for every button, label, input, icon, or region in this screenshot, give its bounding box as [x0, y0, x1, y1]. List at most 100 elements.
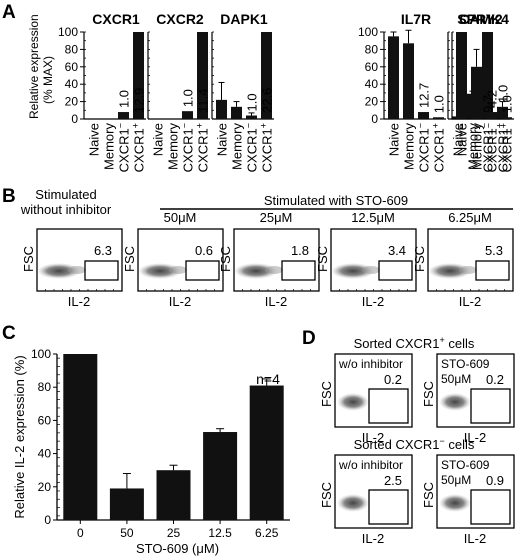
plot-frame: [427, 228, 514, 292]
y-axis-label: FSC: [421, 381, 436, 407]
plot-frame: [36, 228, 123, 292]
x-tick-label: 50: [120, 526, 134, 540]
flow-plot-4: 12.5μM 3.4 FSC IL-2: [315, 210, 417, 309]
category-sup: +: [195, 123, 205, 128]
y-axis-label: FSC: [218, 246, 233, 272]
bar: [182, 111, 193, 119]
condition-sub: 50μM: [441, 372, 471, 386]
bar: [203, 432, 238, 520]
category-label: CXCR1+: [195, 123, 211, 172]
category-label: CXCR1−: [480, 123, 496, 172]
chart-cxcr2: CXCR2 Naive Memory 1.0 CXCR1−11.4 CXCR1+: [147, 11, 211, 172]
bar: [403, 43, 414, 120]
bar: [501, 117, 512, 119]
y-tick-label: 40: [38, 447, 52, 461]
category-label: CXCR1−: [244, 123, 260, 172]
category-label: CXCR1−: [180, 123, 196, 172]
chart-title: DAPK1: [220, 11, 268, 27]
category-label: CXCR1+: [131, 123, 147, 172]
x-axis-label: IL-2: [459, 294, 481, 309]
x-tick-label: 12.5: [208, 526, 232, 540]
gate-percent: 6.3: [94, 243, 112, 258]
y-tick-label: 40: [65, 77, 79, 91]
col1-title-line2: without inhibitor: [20, 202, 112, 217]
gate: [378, 260, 413, 281]
y-tick-label: 60: [365, 60, 379, 74]
category-label: Memory: [230, 123, 245, 170]
bar: [246, 115, 257, 119]
panel-c: 0 20 40 60 80 100 Relative IL-2 expression (%)…: [12, 347, 290, 556]
concentration-label: 50μM: [164, 210, 197, 225]
bar: [471, 66, 482, 119]
cell-population: [331, 263, 375, 279]
bar: [156, 470, 191, 520]
category-sup: −: [416, 123, 426, 128]
y-axis-label: FSC: [319, 482, 334, 508]
bar: [497, 106, 508, 119]
data-label: 1.0: [245, 93, 260, 111]
gate-percent: 0.2: [486, 372, 504, 387]
concentration-label: 6.25μM: [448, 210, 492, 225]
y-tick-label: 20: [365, 95, 379, 109]
cell-tail: [68, 266, 86, 274]
bar: [486, 112, 497, 119]
gate: [185, 260, 220, 281]
x-tick-label: 6.25: [255, 526, 279, 540]
data-label: 4.2: [485, 90, 500, 108]
y-axis-label: FSC: [421, 482, 436, 508]
panel-letter-a: A: [2, 2, 16, 23]
x-tick-label: 25: [167, 526, 181, 540]
plot-frame: [436, 353, 515, 428]
flow-plot-1: 6.3 FSC IL-2: [21, 228, 123, 309]
bar: [216, 99, 227, 119]
chart-title: CXCR1: [92, 11, 140, 27]
data-label: 1.0: [500, 95, 515, 113]
bar: [63, 354, 98, 520]
category-label: Naive: [215, 123, 230, 156]
cell-population: [337, 393, 369, 411]
x-axis-label: IL-2: [362, 430, 384, 445]
y-tick-label: 80: [38, 380, 52, 394]
condition-tag: w/o inhibitor: [338, 458, 403, 472]
bar: [388, 36, 399, 119]
category-sup: +: [131, 123, 141, 128]
bar: [456, 32, 467, 119]
title-suffix: cells: [445, 437, 475, 452]
bar: [249, 385, 284, 520]
y-axis-label: FSC: [21, 246, 36, 272]
y-tick-label: 60: [65, 60, 79, 74]
flow-plot-3: 25μM 1.8 FSC IL-2: [218, 210, 320, 309]
y-tick-label: 20: [38, 480, 52, 494]
cell-population: [428, 263, 472, 279]
cell-tail: [459, 266, 477, 274]
title-sup: −: [440, 436, 445, 446]
y-axis-label: FSC: [315, 246, 330, 272]
category-sup: −: [116, 123, 126, 128]
gate-percent: 0.2: [384, 372, 402, 387]
bar: [433, 117, 444, 119]
data-label: 11.4: [196, 89, 211, 113]
category-label: CXCR1+: [431, 123, 447, 172]
category-label: Memory: [102, 123, 117, 170]
plot-frame: [436, 454, 515, 529]
gate-percent: 3.4: [388, 243, 406, 258]
cell-tail: [362, 266, 380, 274]
bar: [231, 106, 242, 119]
title-suffix: cells: [445, 336, 475, 351]
category-label: Memory: [466, 123, 481, 170]
bar: [261, 32, 272, 119]
x-axis-label: IL-2: [362, 294, 384, 309]
category-label: Memory: [470, 123, 485, 170]
category-label: Naive: [87, 123, 102, 156]
concentration-label: 12.5μM: [351, 210, 395, 225]
cell-tail: [169, 266, 187, 274]
category-label: CXCR1+: [499, 123, 515, 172]
bar: [133, 32, 144, 119]
